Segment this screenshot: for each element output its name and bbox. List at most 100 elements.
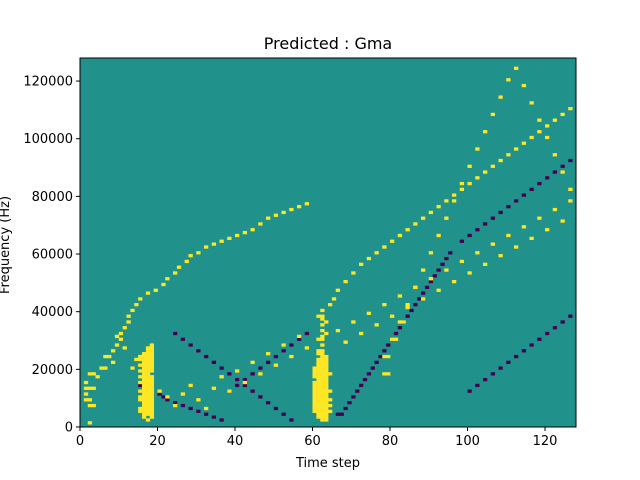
- heatmap-cell-low: [490, 372, 496, 376]
- heatmap-cell-high: [188, 383, 193, 388]
- heatmap-cell-high: [421, 297, 426, 301]
- heatmap-cell-high: [316, 389, 321, 393]
- heatmap-cell-high: [421, 268, 426, 272]
- heatmap-cell-high: [145, 372, 151, 376]
- heatmap-cell-high: [324, 389, 329, 393]
- heatmap-cell-low: [219, 366, 224, 370]
- heatmap-cell-high: [316, 395, 321, 399]
- heatmap-cell-high: [467, 271, 472, 275]
- heatmap-cell-high: [436, 288, 441, 292]
- heatmap-cell-low: [514, 354, 519, 359]
- heatmap-cell-high: [490, 164, 496, 168]
- heatmap-cell-high: [142, 383, 147, 388]
- heatmap-cell-high: [452, 279, 457, 284]
- heatmap-cell-high: [324, 418, 329, 422]
- heatmap-cell-high: [316, 377, 321, 382]
- heatmap-cell-high: [316, 398, 321, 402]
- heatmap-cell-high: [211, 242, 217, 246]
- heatmap-cell-high: [483, 262, 488, 266]
- heatmap-cell-high: [242, 380, 248, 385]
- heatmap-cell-low: [219, 418, 224, 422]
- heatmap-cell-high: [145, 398, 151, 402]
- heatmap-cell-high: [242, 230, 248, 235]
- heatmap-cell-high: [142, 363, 147, 367]
- heatmap-cell-low: [552, 170, 558, 174]
- heatmap-cell-low: [266, 401, 271, 405]
- heatmap-cell-high: [320, 386, 325, 390]
- heatmap-cell-high: [552, 207, 558, 212]
- heatmap-cell-low: [370, 366, 375, 370]
- heatmap-cell-high: [568, 187, 573, 192]
- heatmap-cell-high: [149, 375, 155, 379]
- heatmap-cell-high: [145, 386, 151, 390]
- heatmap-cell-low: [537, 337, 542, 341]
- heatmap-cell-high: [351, 320, 356, 324]
- heatmap-cell-high: [316, 314, 321, 318]
- heatmap-cell-high: [320, 406, 325, 411]
- x-tick-label: 120: [533, 434, 558, 449]
- heatmap-cell-high: [266, 216, 271, 220]
- heatmap-cell-high: [316, 369, 321, 373]
- heatmap-cell-high: [145, 349, 151, 353]
- heatmap-cell-high: [324, 377, 329, 382]
- heatmap-cell-low: [498, 366, 503, 370]
- heatmap-cell-high: [297, 205, 302, 209]
- heatmap-cell-high: [316, 409, 321, 413]
- heatmap-cell-low: [374, 360, 379, 364]
- heatmap-cell-low: [475, 228, 480, 232]
- heatmap-cell-high: [180, 392, 186, 396]
- heatmap-cell-high: [142, 372, 147, 376]
- heatmap-cell-high: [312, 406, 317, 411]
- heatmap-cell-high: [145, 395, 151, 399]
- y-tick-label: 20000: [32, 363, 73, 378]
- heatmap-cell-high: [142, 412, 147, 416]
- heatmap-cell-low: [459, 239, 465, 243]
- heatmap-cell-low: [242, 383, 248, 388]
- heatmap-cell-high: [126, 314, 131, 318]
- x-tick-label: 20: [149, 434, 166, 449]
- heatmap-cell-high: [138, 357, 143, 362]
- heatmap-cell-low: [339, 412, 344, 416]
- heatmap-cell-high: [316, 349, 321, 353]
- heatmap-cell-high: [149, 401, 155, 405]
- heatmap-cell-high: [316, 386, 321, 390]
- heatmap-cell-high: [320, 337, 325, 341]
- heatmap-cell-low: [490, 216, 496, 220]
- heatmap-cell-high: [145, 418, 151, 422]
- heatmap-cell-high: [95, 375, 100, 379]
- heatmap-cell-high: [142, 403, 147, 408]
- heatmap-cell-high: [273, 363, 279, 367]
- heatmap-cell-high: [320, 314, 325, 318]
- heatmap-cell-high: [149, 383, 155, 388]
- heatmap-cell-high: [91, 386, 96, 390]
- heatmap-cell-high: [328, 389, 333, 393]
- heatmap-cell-high: [390, 337, 395, 341]
- heatmap-cell-high: [328, 409, 333, 413]
- heatmap-cell-high: [99, 366, 104, 370]
- heatmap-cell-high: [211, 386, 217, 390]
- heatmap-cell-high: [428, 251, 434, 255]
- heatmap-cell-low: [393, 331, 399, 336]
- heatmap-cell-low: [242, 377, 248, 382]
- heatmap-cell-low: [173, 401, 178, 405]
- heatmap-cell-high: [324, 357, 329, 362]
- heatmap-cell-high: [316, 401, 321, 405]
- heatmap-cell-high: [529, 135, 534, 140]
- heatmap-cell-low: [281, 412, 286, 416]
- heatmap-cell-high: [351, 271, 356, 275]
- heatmap-cell-high: [142, 357, 147, 362]
- heatmap-cell-low: [366, 372, 372, 376]
- heatmap-cell-low: [250, 372, 255, 376]
- heatmap-cell-high: [390, 239, 395, 243]
- heatmap-cell-high: [107, 354, 112, 359]
- heatmap-cell-low: [529, 343, 534, 347]
- heatmap-cell-high: [324, 363, 329, 367]
- heatmap-cell-high: [312, 375, 317, 379]
- heatmap-cell-high: [436, 233, 441, 238]
- heatmap-cell-high: [452, 199, 457, 203]
- heatmap-cell-high: [331, 297, 337, 301]
- heatmap-cell-high: [289, 207, 294, 212]
- heatmap-cell-high: [316, 380, 321, 385]
- heatmap-cell-low: [568, 158, 573, 163]
- heatmap-cell-high: [545, 228, 550, 232]
